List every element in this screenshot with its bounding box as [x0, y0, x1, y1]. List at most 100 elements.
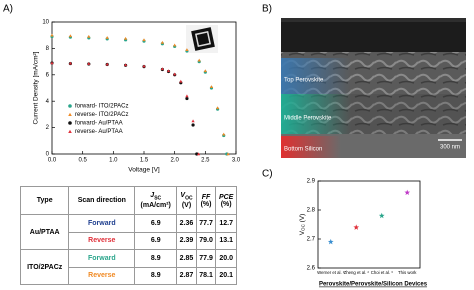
- header-main: V: [180, 192, 186, 200]
- data-point: [191, 123, 195, 127]
- data-point: [203, 69, 207, 73]
- header-sub: SC: [154, 195, 162, 202]
- legend-marker: [68, 129, 72, 133]
- data-point: [166, 69, 171, 73]
- results-table: Type Scan direction JSC (mA/cm²) VOC (V) FF (%)…: [19, 186, 237, 285]
- scan-cell: Reverse: [68, 266, 136, 285]
- data-point: [68, 61, 72, 65]
- scan-cell: Forward: [68, 214, 136, 233]
- x-axis-label: Perovskite/Perovskite/Silicon Devices: [319, 282, 428, 288]
- legend-label: reverse- ITO/2PACz: [75, 112, 128, 118]
- scan-cell: Reverse: [68, 231, 136, 250]
- value-cell: 77.7: [195, 214, 217, 233]
- legend-label: reverse- Au/PTAA: [75, 129, 123, 135]
- y-axis-label: VOC (V): [299, 214, 306, 236]
- data-point: [87, 34, 91, 38]
- header-main: PCE: [218, 193, 234, 201]
- y-tick-label: 10: [42, 20, 49, 26]
- data-point: [191, 119, 195, 123]
- header-cell: Scan direction: [68, 186, 136, 215]
- x-tick-label: Zheng et al. ²: [344, 270, 370, 275]
- x-tick-label: 1.0: [109, 158, 118, 164]
- header-main: FF: [201, 193, 211, 201]
- y-tick-label: 2: [46, 125, 50, 131]
- header-cell: PCE (%): [215, 186, 237, 215]
- value-cell: 2.85: [176, 249, 197, 268]
- data-point: [87, 61, 91, 65]
- value-cell: 20.0: [215, 249, 237, 268]
- value-cell: 12.7: [215, 214, 237, 233]
- data-point: [185, 94, 189, 98]
- layer-label: Bottom Silicon: [284, 147, 322, 153]
- y-axis-label-part: (V): [299, 214, 306, 224]
- y-tick-label: 0: [46, 152, 50, 158]
- legend-marker: [68, 112, 72, 116]
- data-point: [50, 33, 54, 37]
- data-point: [353, 224, 360, 230]
- header-cell: VOC (V): [176, 186, 197, 215]
- value-cell: 2.87: [176, 266, 197, 285]
- scale-bar-label: 300 nm: [440, 145, 460, 151]
- legend-marker: [68, 104, 72, 108]
- y-tick-label: 6: [46, 72, 50, 78]
- value-cell: 2.39: [176, 231, 197, 250]
- value-cell: 6.9: [134, 231, 178, 250]
- x-tick-label: 3.0: [232, 158, 241, 164]
- data-point: [142, 38, 146, 42]
- y-tick-label: 2.7: [307, 237, 316, 243]
- legend-label: forward- Au/PTAA: [75, 121, 123, 127]
- legend-label: forward- ITO/2PACz: [75, 104, 128, 110]
- panel-label: A): [3, 4, 13, 15]
- panel-label: C): [262, 169, 273, 180]
- value-cell: 79.0: [195, 231, 217, 250]
- header-unit: (%): [200, 200, 212, 208]
- x-tick-label: Choi et al. ³: [371, 270, 394, 275]
- plot-frame: [317, 180, 421, 269]
- data-point: [216, 106, 220, 110]
- layer-label: Middle Perovskite: [284, 116, 332, 122]
- data-point: [173, 72, 177, 76]
- data-point: [327, 238, 334, 245]
- header-main: J: [150, 192, 155, 200]
- header-unit: (mA/cm²): [140, 201, 171, 209]
- value-cell: 6.9: [134, 214, 178, 233]
- value-cell: 8.9: [134, 249, 178, 268]
- x-tick-label: Werner et al. ¹: [317, 270, 345, 275]
- header-sub: OC: [185, 195, 193, 202]
- y-tick-label: 2.6: [307, 266, 316, 272]
- value-cell: 8.9: [134, 266, 178, 285]
- y-axis-label-part: V: [299, 230, 306, 235]
- data-point: [124, 63, 128, 67]
- y-tick-label: 2.8: [307, 208, 316, 214]
- y-tick-label: 8: [46, 46, 50, 52]
- data-point: [185, 96, 189, 101]
- y-tick-label: 2.9: [307, 179, 316, 185]
- x-tick-label: This work: [398, 270, 417, 275]
- data-point: [160, 67, 164, 71]
- data-point: [209, 85, 214, 88]
- data-point: [196, 152, 201, 156]
- data-point: [179, 79, 183, 83]
- header-cell: Type: [19, 186, 70, 215]
- data-point: [378, 212, 385, 219]
- x-tick-label: 0.0: [48, 158, 57, 164]
- header-cell: JSC (mA/cm²): [134, 186, 178, 215]
- x-axis-label: Voltage [V]: [128, 167, 160, 174]
- value-cell: 20.1: [215, 266, 237, 285]
- header-cell: FF (%): [195, 186, 217, 215]
- data-point: [105, 35, 109, 39]
- scan-cell: Forward: [68, 249, 136, 268]
- header-unit: (V): [181, 201, 192, 209]
- sem-image: [281, 18, 466, 158]
- x-tick-label: 2.5: [201, 158, 210, 164]
- data-point: [68, 34, 72, 38]
- x-tick-label: 0.5: [78, 158, 87, 164]
- data-point: [226, 152, 230, 156]
- data-point: [185, 48, 189, 51]
- type-cell: Au/PTAA: [19, 214, 70, 250]
- value-cell: 13.1: [215, 231, 237, 250]
- data-point: [160, 40, 164, 44]
- layer-label: Top Perovskite: [284, 78, 324, 84]
